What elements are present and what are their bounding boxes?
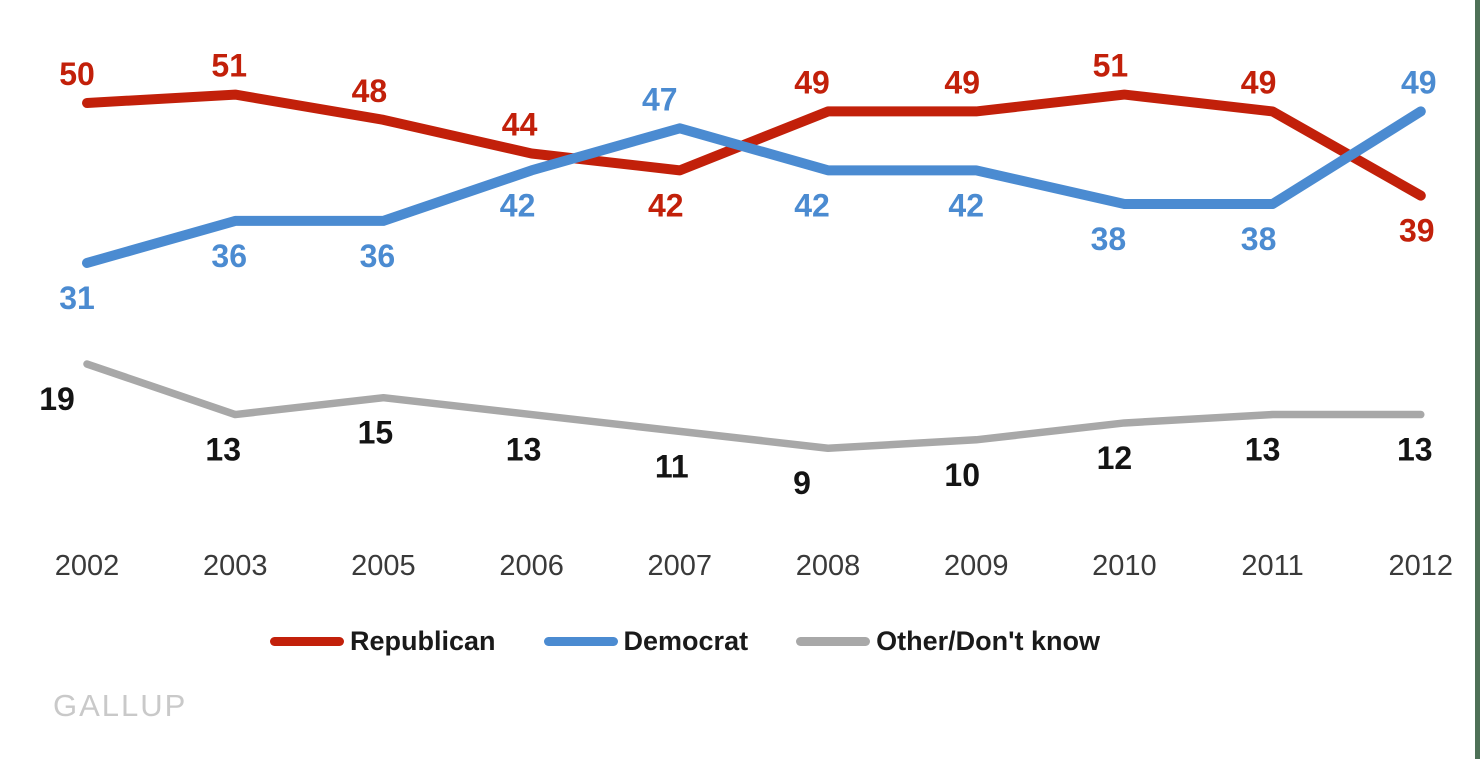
democrat-value-label: 31 (59, 280, 95, 316)
x-axis-label: 2005 (351, 550, 416, 582)
legend-item-republican: Republican (270, 626, 496, 657)
republican-value-label: 39 (1399, 213, 1435, 249)
democrat-value-label: 38 (1241, 221, 1277, 257)
other-don-t-know-value-label: 9 (793, 465, 811, 501)
x-axis-label: 2012 (1389, 550, 1454, 582)
republican-value-label: 49 (794, 64, 830, 100)
republican-value-label: 48 (352, 73, 388, 109)
right-edge-strip (1475, 0, 1480, 759)
republican-line-swatch-icon (270, 637, 344, 646)
x-axis-label: 2010 (1092, 550, 1157, 582)
x-axis-label: 2003 (203, 550, 268, 582)
republican-value-label: 42 (648, 187, 684, 223)
democrat-line-swatch-icon (543, 637, 618, 646)
republican-line (82, 89, 1426, 201)
other-don-t-know-line (83, 360, 1425, 452)
legend-item-other: Other/Don't know (796, 626, 1100, 657)
other-don-t-know-value-label: 12 (1097, 440, 1133, 476)
x-axis-label: 2002 (55, 550, 120, 582)
x-axis-label: 2011 (1241, 550, 1303, 582)
legend-label-republican: Republican (350, 626, 496, 656)
republican-value-label: 51 (211, 48, 247, 84)
democrat-value-label: 36 (211, 238, 247, 274)
other-don-t-know-value-label: 15 (358, 415, 394, 451)
legend-item-democrat: Democrat (543, 626, 749, 657)
other-don-t-know-value-label: 10 (944, 457, 980, 493)
legend: Republican Democrat Other/Don't know (270, 626, 1100, 657)
legend-label-democrat: Democrat (623, 626, 749, 656)
democrat-value-label: 36 (360, 238, 396, 274)
legend-label-other: Other/Don't know (876, 626, 1100, 656)
x-axis-label: 2007 (648, 550, 713, 582)
other-don-t-know-value-label: 13 (205, 432, 241, 468)
republican-value-label: 51 (1093, 48, 1129, 84)
republican-value-label: 49 (1241, 64, 1277, 100)
source-watermark: GALLUP (53, 688, 188, 723)
republican-value-label: 50 (59, 56, 95, 92)
other-line-swatch-icon (796, 637, 871, 646)
democrat-value-label: 47 (642, 81, 678, 117)
x-axis-label: 2009 (944, 550, 1009, 582)
x-axis-label: 2006 (499, 550, 564, 582)
x-axis-label: 2008 (796, 550, 861, 582)
republican-value-label: 49 (944, 64, 980, 100)
other-don-t-know-value-label: 11 (655, 448, 689, 484)
democrat-value-label: 42 (794, 187, 830, 223)
democrat-value-label: 42 (500, 187, 536, 223)
other-don-t-know-value-label: 13 (506, 432, 542, 468)
democrat-value-label: 42 (948, 187, 984, 223)
other-don-t-know-value-label: 19 (39, 381, 75, 417)
republican-value-label: 44 (502, 107, 538, 143)
democrat-value-label: 49 (1401, 64, 1437, 100)
democrat-value-label: 38 (1091, 221, 1127, 257)
other-don-t-know-value-label: 13 (1245, 432, 1281, 468)
other-don-t-know-value-label: 13 (1397, 432, 1433, 468)
democrat-line (82, 106, 1426, 268)
